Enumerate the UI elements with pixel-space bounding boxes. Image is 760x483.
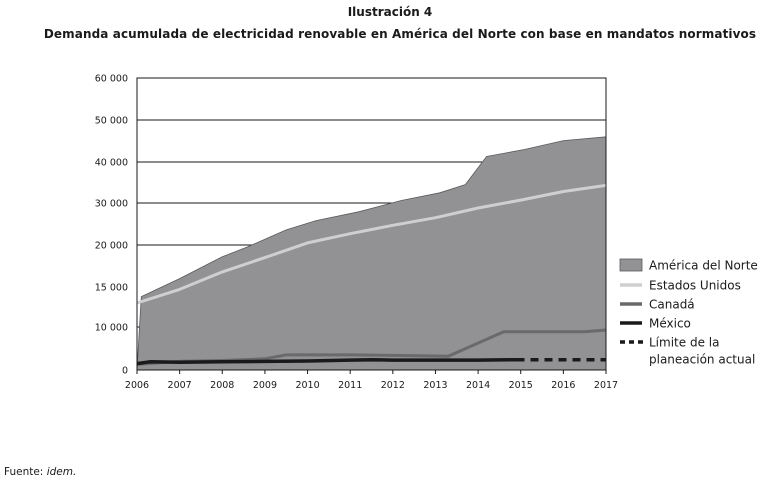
y-tick-label: 30 000 <box>95 199 128 210</box>
x-tick-label: 2010 <box>295 380 319 391</box>
x-tick-label: 2011 <box>338 380 362 391</box>
y-tick-label: 50 000 <box>95 116 128 127</box>
legend-label: Canadá <box>649 298 695 312</box>
x-tick-label: 2017 <box>594 380 618 391</box>
legend-item: América del Norte <box>619 258 758 273</box>
legend-label: América del Norte <box>649 259 758 273</box>
y-tick-label: 40 000 <box>95 158 128 169</box>
y-tick-label: 20 000 <box>95 241 128 252</box>
source-ref: idem. <box>46 466 77 478</box>
x-tick-label: 2012 <box>381 380 405 391</box>
legend-item: México <box>620 317 691 331</box>
legend-item: Estados Unidos <box>620 279 741 293</box>
series-area-america-del-norte <box>136 136 607 371</box>
x-tick-label: 2008 <box>210 380 234 391</box>
x-tick-label: 2007 <box>168 380 192 391</box>
y-tick-label: 15 000 <box>95 283 128 294</box>
legend-label: Estados Unidos <box>649 279 741 293</box>
x-tick-label: 2009 <box>253 380 277 391</box>
source-note: Fuente: idem. <box>4 466 76 478</box>
source-prefix: Fuente: <box>4 466 47 478</box>
y-tick-label: 60 000 <box>95 74 128 85</box>
figure-label: Ilustración 4 <box>347 5 433 19</box>
legend-item: Canadá <box>620 298 695 312</box>
series-line-mexico <box>136 357 517 366</box>
legend-item: Límite de la planeación actual <box>620 336 755 367</box>
series-line-estados-unidos <box>136 183 607 305</box>
x-tick-label: 2006 <box>125 380 149 391</box>
x-tick-label: 2016 <box>551 380 575 391</box>
x-tick-label: 2015 <box>509 380 533 391</box>
legend-label-line2: planeación actual <box>649 353 755 367</box>
legend-swatch-area <box>619 258 643 272</box>
x-tick-label: 2013 <box>423 380 447 391</box>
legend-label: Límite de la <box>649 336 719 350</box>
x-tick-label: 2014 <box>466 380 490 391</box>
y-tick-label: 10 000 <box>95 323 128 334</box>
plot-frame <box>136 77 607 371</box>
legend-label: México <box>649 317 691 331</box>
chart-title: Demanda acumulada de electricidad renova… <box>43 27 757 41</box>
y-tick-label: 0 <box>122 366 128 377</box>
